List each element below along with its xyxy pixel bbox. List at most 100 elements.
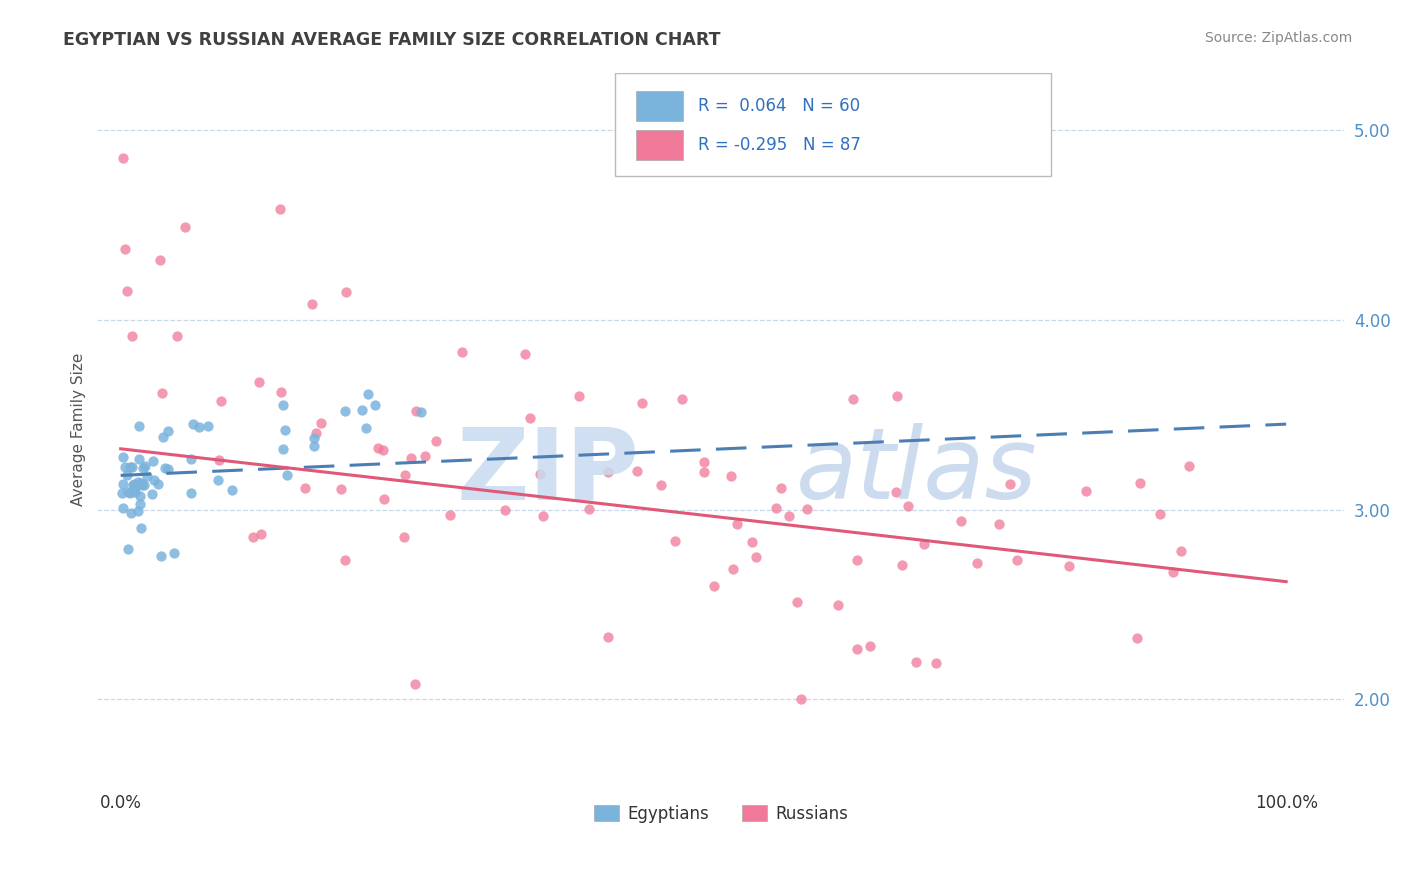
Point [1129, 476, 1152, 491]
Point [128, 452, 150, 467]
Point [127, 475, 149, 489]
Point [111, 152, 134, 166]
Point [142, 473, 165, 487]
Point [111, 486, 134, 500]
Point [124, 485, 146, 500]
Point [128, 418, 150, 433]
Point [399, 450, 422, 465]
Point [134, 459, 156, 474]
Text: R =  0.064   N = 60: R = 0.064 N = 60 [699, 96, 860, 115]
Point [157, 424, 180, 438]
Point [765, 501, 787, 516]
Point [302, 438, 325, 452]
Point [146, 476, 169, 491]
Point [129, 476, 152, 491]
Point [221, 483, 243, 498]
Point [120, 507, 142, 521]
Point [859, 639, 882, 653]
Point [111, 476, 134, 491]
Point [247, 375, 270, 389]
Point [122, 481, 145, 495]
Point [451, 345, 474, 359]
Text: ZIP: ZIP [457, 423, 640, 520]
Point [163, 546, 186, 560]
Point [132, 478, 155, 492]
Point [779, 508, 801, 523]
Point [333, 403, 356, 417]
Point [413, 449, 436, 463]
Point [271, 442, 294, 456]
Point [404, 677, 426, 691]
Point [330, 482, 353, 496]
Point [392, 530, 415, 544]
Point [273, 398, 295, 412]
Point [128, 489, 150, 503]
Point [209, 393, 232, 408]
Point [152, 430, 174, 444]
Point [790, 692, 813, 706]
Point [1005, 553, 1028, 567]
Point [122, 477, 145, 491]
Point [796, 502, 818, 516]
Point [409, 405, 432, 419]
Point [769, 481, 792, 495]
Point [117, 541, 139, 556]
Point [350, 403, 373, 417]
Point [367, 441, 389, 455]
Point [121, 329, 143, 343]
Point [354, 421, 377, 435]
Point [129, 497, 152, 511]
Point [122, 483, 145, 498]
Point [950, 514, 973, 528]
Point [373, 442, 395, 457]
Point [578, 502, 600, 516]
Point [650, 478, 672, 492]
Text: EGYPTIAN VS RUSSIAN AVERAGE FAMILY SIZE CORRELATION CHART: EGYPTIAN VS RUSSIAN AVERAGE FAMILY SIZE … [63, 31, 721, 49]
Point [142, 454, 165, 468]
Legend: Egyptians, Russians: Egyptians, Russians [586, 798, 855, 830]
Point [1149, 507, 1171, 521]
Point [141, 487, 163, 501]
Point [693, 466, 716, 480]
Point [884, 484, 907, 499]
Point [741, 535, 763, 549]
Point [153, 461, 176, 475]
Point [405, 404, 427, 418]
Point [111, 450, 134, 464]
Point [846, 553, 869, 567]
Point [120, 460, 142, 475]
Point [664, 533, 686, 548]
Point [1161, 565, 1184, 579]
Point [118, 486, 141, 500]
Point [149, 253, 172, 268]
Point [827, 598, 849, 612]
Point [394, 468, 416, 483]
Point [305, 425, 328, 440]
Point [568, 389, 591, 403]
Point [988, 517, 1011, 532]
Point [127, 478, 149, 492]
Point [166, 329, 188, 343]
Point [1057, 559, 1080, 574]
Y-axis label: Average Family Size: Average Family Size [72, 352, 86, 506]
Point [842, 392, 865, 406]
Text: R = -0.295   N = 87: R = -0.295 N = 87 [699, 136, 862, 153]
Point [121, 460, 143, 475]
Bar [636, 91, 683, 120]
Point [596, 465, 619, 479]
Point [725, 516, 748, 531]
Point [531, 508, 554, 523]
Point [276, 467, 298, 482]
Point [1178, 459, 1201, 474]
Point [703, 579, 725, 593]
Point [494, 503, 516, 517]
Point [912, 537, 935, 551]
Point [127, 504, 149, 518]
Point [519, 411, 541, 425]
FancyBboxPatch shape [614, 73, 1052, 177]
Point [333, 553, 356, 567]
Point [270, 385, 292, 400]
Point [904, 655, 927, 669]
Point [117, 285, 139, 299]
Point [596, 630, 619, 644]
